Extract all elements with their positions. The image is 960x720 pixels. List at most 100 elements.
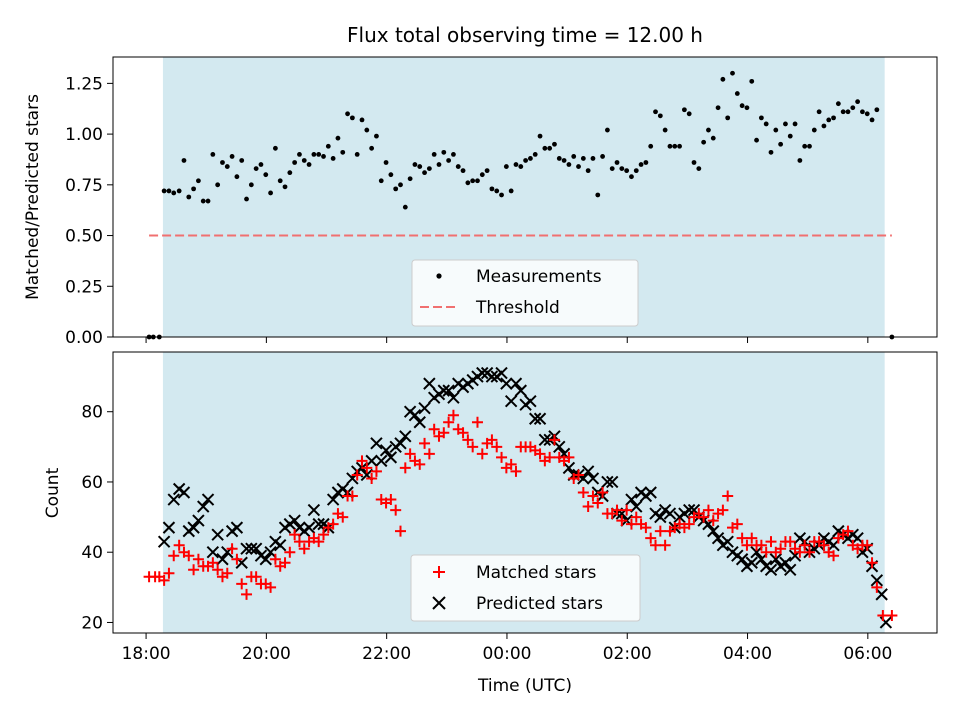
- matched-point: [731, 518, 743, 530]
- matched-point: [611, 504, 623, 516]
- predicted-point: [177, 486, 191, 499]
- measurement-point: [378, 178, 384, 184]
- matched-point: [231, 553, 243, 565]
- matched-point: [577, 487, 589, 498]
- measurement-point: [191, 186, 196, 192]
- matched-point: [645, 532, 657, 544]
- matched-point: [886, 609, 898, 621]
- measurement-point: [850, 105, 856, 111]
- matched-point: [284, 546, 296, 558]
- measurement-point: [508, 188, 514, 194]
- matched-point: [293, 536, 305, 548]
- measurement-point: [571, 154, 577, 159]
- measurement-point: [629, 174, 634, 180]
- measurement-point: [672, 143, 678, 149]
- predicted-point: [167, 493, 180, 506]
- predicted-point: [586, 472, 600, 485]
- matched-point: [438, 427, 450, 439]
- predicted-point: [784, 563, 797, 576]
- matched-point: [163, 567, 175, 579]
- matched-point: [544, 451, 556, 463]
- measurement-point: [840, 109, 846, 115]
- matched-point: [212, 564, 224, 576]
- measurement-point: [864, 111, 870, 117]
- predicted-point: [476, 366, 489, 380]
- y-tick-label: 80: [81, 403, 103, 423]
- measurement-point: [224, 164, 230, 169]
- matched-point: [765, 536, 777, 548]
- measurement-point: [475, 178, 480, 184]
- measurement-point: [624, 168, 630, 174]
- measurement-point: [860, 109, 865, 115]
- measurement-point: [811, 127, 817, 133]
- predicted-point: [870, 574, 884, 587]
- measurement-point: [701, 139, 707, 145]
- measurement-point: [479, 172, 485, 178]
- bottom-y-axis-label: Count: [43, 467, 63, 518]
- matched-point: [861, 539, 873, 551]
- predicted-point: [764, 563, 778, 576]
- x-tick-label: 20:00: [242, 644, 291, 664]
- matched-legend-marker: [433, 566, 445, 578]
- measurement-point: [643, 160, 649, 165]
- predicted-legend-marker: [432, 596, 446, 610]
- measurement-point: [696, 166, 702, 171]
- matched-point: [265, 581, 277, 593]
- bottom-legend-box: [410, 554, 641, 622]
- predicted-point: [187, 521, 200, 534]
- top-plot-frame: [112, 56, 938, 338]
- matched-point: [462, 434, 474, 446]
- measurement-point: [648, 143, 654, 149]
- predicted-point: [162, 521, 176, 534]
- predicted-point: [216, 553, 229, 566]
- measurement-point: [874, 107, 880, 113]
- matched-point: [510, 465, 522, 477]
- measurement-point: [455, 164, 461, 169]
- measurement-point: [499, 192, 504, 198]
- measurement-point: [677, 143, 682, 149]
- matched-point: [842, 525, 854, 537]
- legend-predicted: Predicted stars: [476, 594, 603, 614]
- predicted-point: [370, 437, 383, 450]
- y-tick-label: 0.50: [65, 227, 103, 247]
- matched-point: [168, 550, 180, 562]
- predicted-point: [423, 377, 436, 390]
- measurement-point: [436, 162, 442, 167]
- measurement-point: [161, 188, 167, 194]
- measurement-point: [657, 113, 663, 119]
- matched-point: [443, 416, 455, 428]
- measurement-point: [758, 115, 764, 121]
- measurement-point: [345, 111, 350, 117]
- predicted-point: [721, 535, 734, 548]
- matched-point: [597, 487, 609, 498]
- measurement-point: [186, 194, 192, 200]
- predicted-point: [500, 377, 513, 390]
- matched-point: [399, 462, 411, 474]
- matched-point: [707, 515, 719, 527]
- matched-point: [491, 441, 503, 453]
- matched-point: [269, 553, 281, 565]
- matched-point: [366, 472, 378, 484]
- predicted-point: [755, 553, 768, 566]
- measurement-point: [686, 111, 692, 117]
- measurement-point: [503, 164, 509, 169]
- predicted-point: [553, 440, 566, 454]
- measurement-point: [681, 107, 687, 113]
- measurement-point: [369, 145, 375, 151]
- measurement-point: [778, 141, 784, 147]
- bottom-panel: 20 40 60 80 18:00 20:00 22:00 00:00 02:00 04:00 0…: [43, 351, 938, 696]
- matched-point: [471, 416, 483, 428]
- measurement-point: [412, 162, 418, 167]
- matched-point: [760, 546, 772, 558]
- predicted-point: [447, 391, 460, 404]
- measurement-point: [614, 160, 620, 165]
- predicted-point: [302, 521, 316, 534]
- x-tick-label: 06:00: [843, 644, 892, 664]
- measurement-point: [869, 117, 875, 123]
- measurement-point: [340, 149, 346, 155]
- matched-point: [746, 532, 758, 544]
- measurement-point: [215, 182, 221, 188]
- measurement-point: [547, 145, 553, 151]
- matched-point: [385, 494, 397, 506]
